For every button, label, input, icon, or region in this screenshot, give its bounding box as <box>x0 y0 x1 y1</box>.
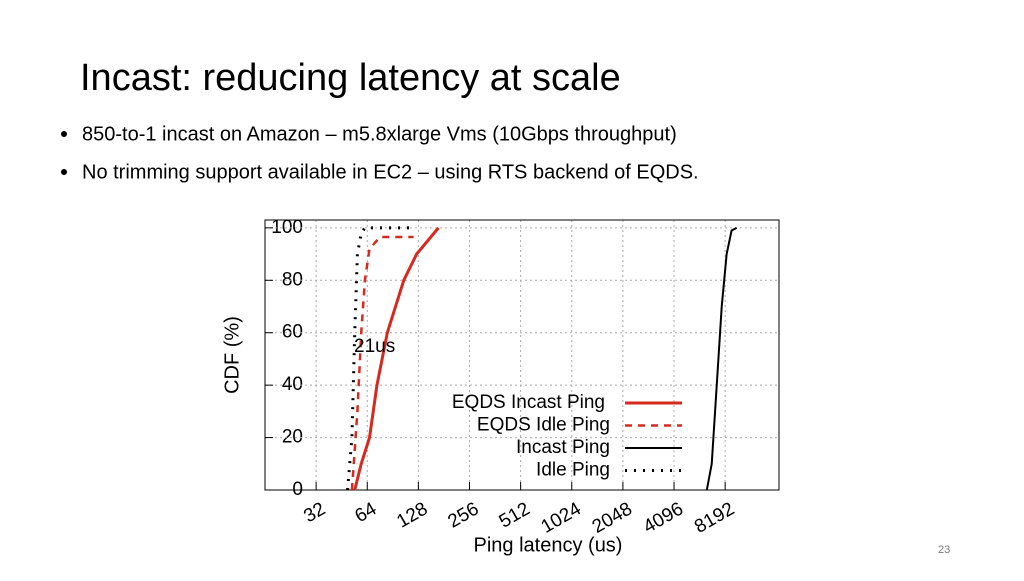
x-axis-label: Ping latency (us) <box>474 534 623 556</box>
slide-title: Incast: reducing latency at scale <box>80 57 621 99</box>
x-tick-label: 4096 <box>640 498 687 537</box>
plot-frame <box>264 219 780 491</box>
page-number: 23 <box>938 544 950 556</box>
series-line <box>353 226 440 491</box>
series-line <box>350 235 414 491</box>
y-tick-label: 20 <box>282 427 303 448</box>
y-axis-label: CDF (%) <box>221 316 243 394</box>
bullet-dot <box>61 169 67 175</box>
y-tick-label: 60 <box>282 322 303 343</box>
series-line <box>346 226 414 491</box>
legend-label: Idle Ping <box>536 460 610 481</box>
y-tick-label: 80 <box>282 269 303 290</box>
x-tick-label: 32 <box>300 498 329 527</box>
legend-label: EQDS Incast Ping <box>452 392 605 413</box>
x-tick-label: 8192 <box>691 498 738 537</box>
x-tick-label: 256 <box>445 498 483 532</box>
y-tick-label: 40 <box>282 374 303 395</box>
bullet: 850-to-1 incast on Amazon – m5.8xlarge V… <box>82 123 677 145</box>
x-tick-label: 64 <box>351 498 380 527</box>
y-tick-label: 100 <box>271 217 303 238</box>
x-tick-label: 2048 <box>589 498 636 537</box>
x-tick-label: 512 <box>496 498 534 532</box>
bullet: No trimming support available in EC2 – u… <box>82 161 699 183</box>
series-line <box>705 226 738 491</box>
x-tick-label: 1024 <box>538 498 585 538</box>
x-tick-label: 128 <box>393 498 431 532</box>
annotation: 21us <box>354 336 395 357</box>
legend-label: EQDS Idle Ping <box>477 415 610 436</box>
legend-label: Incast Ping <box>516 437 610 458</box>
bullet-dot <box>61 131 67 137</box>
